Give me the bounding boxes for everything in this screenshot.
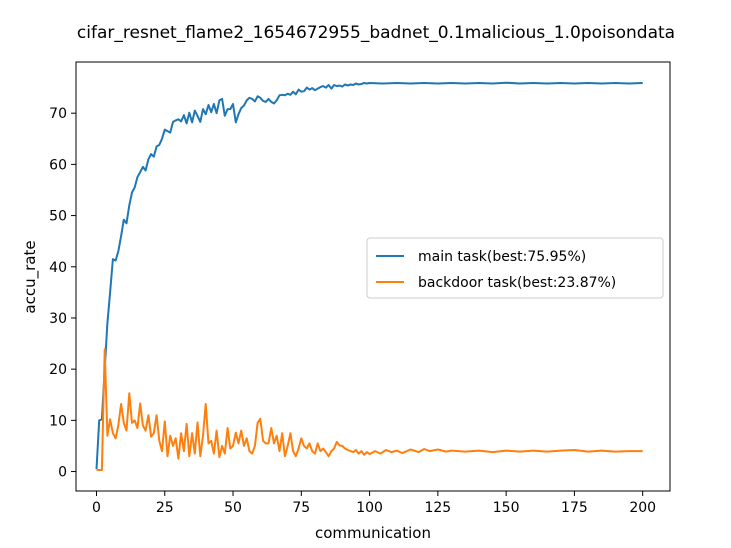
- x-tick-label: 100: [356, 500, 383, 516]
- y-axis-label: accu_rate: [21, 240, 40, 313]
- chart-title: cifar_resnet_flame2_1654672955_badnet_0.…: [77, 23, 675, 43]
- y-tick-label: 50: [49, 209, 67, 225]
- y-tick-label: 40: [49, 260, 67, 276]
- y-axis-ticks: 0 10 20 30 40 50 60 70: [49, 106, 76, 481]
- x-axis-ticks: 0 25 50 75 100 125 150 175 200: [92, 491, 656, 516]
- x-tick-label: 150: [493, 500, 520, 516]
- legend-label-main: main task(best:75.95%): [418, 249, 586, 265]
- y-tick-label: 60: [49, 157, 67, 173]
- legend: main task(best:75.95%) backdoor task(bes…: [366, 237, 664, 299]
- legend-box: [366, 237, 664, 299]
- plot-frame: [75, 61, 671, 492]
- series-line-1: [96, 348, 643, 471]
- y-tick-label: 30: [49, 311, 67, 327]
- x-tick-label: 200: [629, 500, 656, 516]
- x-tick-label: 75: [292, 500, 310, 516]
- legend-label-backdoor: backdoor task(best:23.87%): [418, 275, 616, 291]
- plot-area: [95, 81, 643, 471]
- x-tick-label: 175: [561, 500, 588, 516]
- x-tick-label: 0: [92, 500, 101, 516]
- y-tick-label: 0: [58, 465, 67, 481]
- x-tick-label: 50: [224, 500, 242, 516]
- y-tick-label: 20: [49, 362, 67, 378]
- y-tick-label: 70: [49, 106, 67, 122]
- x-tick-label: 25: [156, 500, 174, 516]
- y-tick-label: 10: [49, 413, 67, 429]
- series-line-0: [95, 81, 643, 470]
- x-tick-label: 125: [424, 500, 451, 516]
- x-axis-label: communication: [315, 524, 431, 542]
